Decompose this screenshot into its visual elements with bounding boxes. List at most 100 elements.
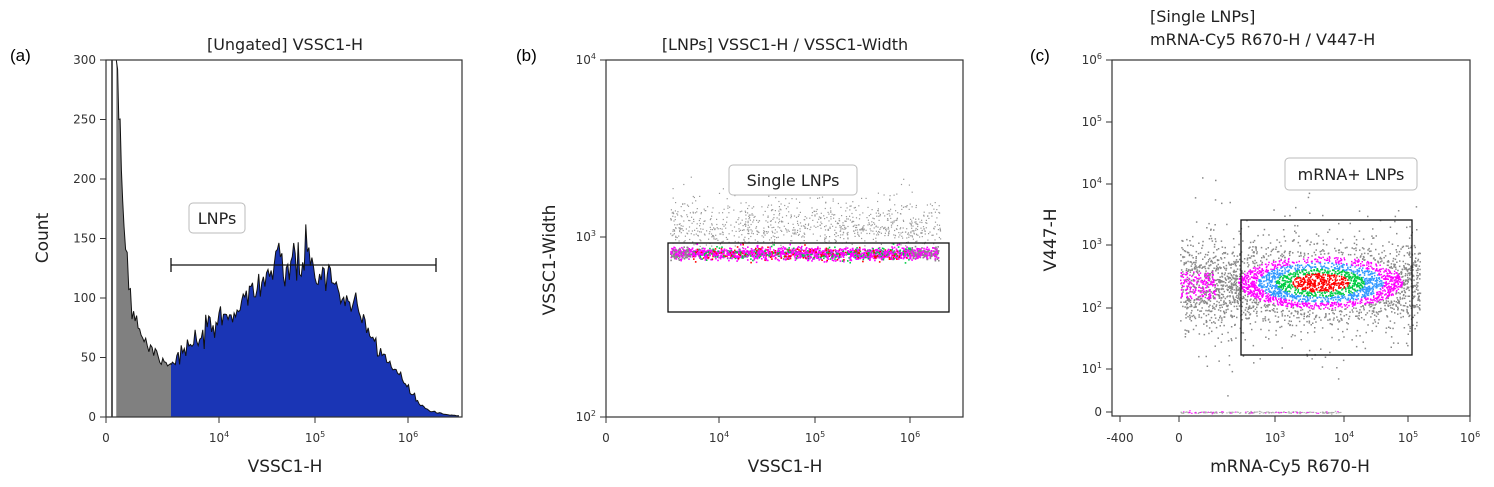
scatter-point: [722, 240, 724, 242]
scatter-point: [1268, 275, 1271, 277]
scatter-point: [875, 256, 877, 258]
scatter-point: [1186, 238, 1188, 241]
scatter-point: [1280, 287, 1282, 289]
scatter-point: [1225, 269, 1227, 271]
scatter-point: [706, 230, 708, 232]
scatter-point: [720, 249, 723, 251]
scatter-point: [713, 236, 715, 238]
scatter-point: [847, 225, 849, 228]
scatter-point: [850, 255, 852, 258]
scatter-point: [1277, 276, 1280, 279]
scatter-point: [1370, 262, 1373, 265]
scatter-point: [685, 249, 688, 251]
scatter-point: [723, 208, 725, 210]
scatter-point: [779, 253, 782, 255]
scatter-point: [1322, 278, 1325, 280]
scatter-point: [916, 228, 919, 231]
scatter-point: [924, 230, 926, 232]
scatter-point: [902, 254, 905, 256]
scatter-point: [750, 253, 752, 255]
scatter-point: [830, 210, 832, 212]
scatter-point: [1360, 265, 1362, 267]
scatter-point: [700, 240, 702, 242]
scatter-point: [829, 207, 832, 209]
scatter-point: [813, 249, 816, 252]
scatter-point: [1180, 275, 1182, 277]
scatter-point: [1354, 281, 1356, 283]
scatter-point: [1233, 305, 1236, 308]
scatter-point: [796, 257, 799, 259]
scatter-point: [1329, 305, 1332, 307]
scatter-point: [1190, 279, 1193, 282]
scatter-point: [856, 249, 858, 252]
scatter-point: [735, 252, 737, 254]
scatter-point: [934, 250, 936, 253]
scatter-point: [719, 243, 721, 245]
scatter-point: [1187, 331, 1190, 333]
scatter-point: [827, 250, 829, 252]
scatter-point: [1328, 308, 1331, 310]
scatter-point: [712, 234, 714, 237]
scatter-point: [1356, 289, 1359, 292]
scatter-point: [1339, 292, 1342, 294]
single-lnps-gate[interactable]: Single LNPs: [667, 164, 950, 313]
scatter-point: [853, 230, 855, 232]
scatter-point: [751, 253, 753, 256]
lnps-gate[interactable]: LNPs: [170, 202, 437, 272]
scatter-point: [795, 233, 797, 235]
scatter-point: [700, 212, 702, 214]
scatter-point: [1367, 294, 1370, 297]
scatter-point: [702, 252, 705, 255]
scatter-point: [688, 230, 690, 232]
scatter-point: [892, 256, 895, 259]
scatter-point: [1300, 307, 1303, 309]
scatter-point: [1309, 305, 1312, 307]
scatter-point: [725, 236, 727, 239]
scatter-point: [890, 255, 893, 257]
scatter-point: [919, 236, 921, 238]
scatter-point: [911, 236, 914, 238]
scatter-point: [802, 257, 805, 259]
scatter-point: [1234, 264, 1237, 266]
scatter-point: [1216, 249, 1218, 251]
scatter-point: [873, 253, 876, 256]
scatter-point: [768, 255, 771, 257]
histogram: [111, 59, 460, 417]
scatter-point: [690, 233, 692, 235]
scatter-point: [1353, 253, 1356, 256]
scatter-point: [1303, 305, 1305, 307]
scatter-point: [858, 246, 861, 249]
scatter-point: [1218, 291, 1221, 294]
scatter-point: [898, 232, 900, 234]
scatter-point: [1335, 260, 1337, 262]
scatter-point: [1315, 321, 1317, 323]
scatter-point: [764, 259, 766, 261]
scatter-point: [860, 232, 862, 234]
scatter-point: [1376, 274, 1379, 276]
scatter-point: [1276, 272, 1278, 274]
panel-label-b: (b): [516, 46, 537, 65]
scatter-point: [797, 246, 800, 248]
scatter-point: [752, 259, 754, 262]
scatter-point: [1188, 298, 1190, 300]
scatter-point: [671, 251, 674, 254]
scatter-point: [675, 202, 677, 204]
scatter-point: [1218, 279, 1220, 281]
scatter-point: [805, 250, 807, 252]
scatter-point: [756, 230, 758, 232]
scatter-point: [1281, 309, 1284, 312]
scatter-point: [1349, 300, 1351, 302]
scatter-point: [1246, 277, 1248, 280]
scatter-point: [1309, 277, 1311, 279]
scatter-point: [1278, 241, 1281, 244]
scatter-point: [811, 260, 813, 262]
scatter-point: [832, 259, 835, 262]
scatter-point: [925, 219, 927, 221]
scatter-point: [891, 258, 894, 261]
scatter-point: [807, 255, 810, 257]
scatter-point: [1261, 277, 1264, 279]
scatter-point: [791, 240, 793, 242]
scatter-point: [677, 255, 679, 258]
scatter-point: [1239, 265, 1242, 267]
scatter-point: [670, 209, 672, 211]
